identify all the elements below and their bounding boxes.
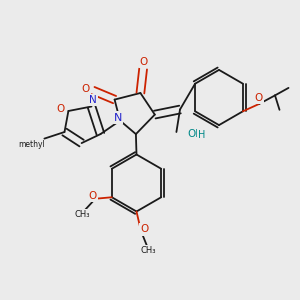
Text: CH₃: CH₃ [141,246,156,255]
Text: OH: OH [187,129,203,140]
Text: N: N [89,95,97,105]
Text: O: O [89,191,97,201]
Text: O: O [140,224,149,235]
Text: O: O [140,57,148,68]
Text: O: O [254,93,262,103]
Text: methyl: methyl [18,140,45,149]
Text: O: O [81,84,90,94]
Text: N: N [114,112,122,123]
Text: CH₃: CH₃ [75,210,90,219]
Text: O: O [57,104,65,115]
Text: H: H [198,130,206,140]
